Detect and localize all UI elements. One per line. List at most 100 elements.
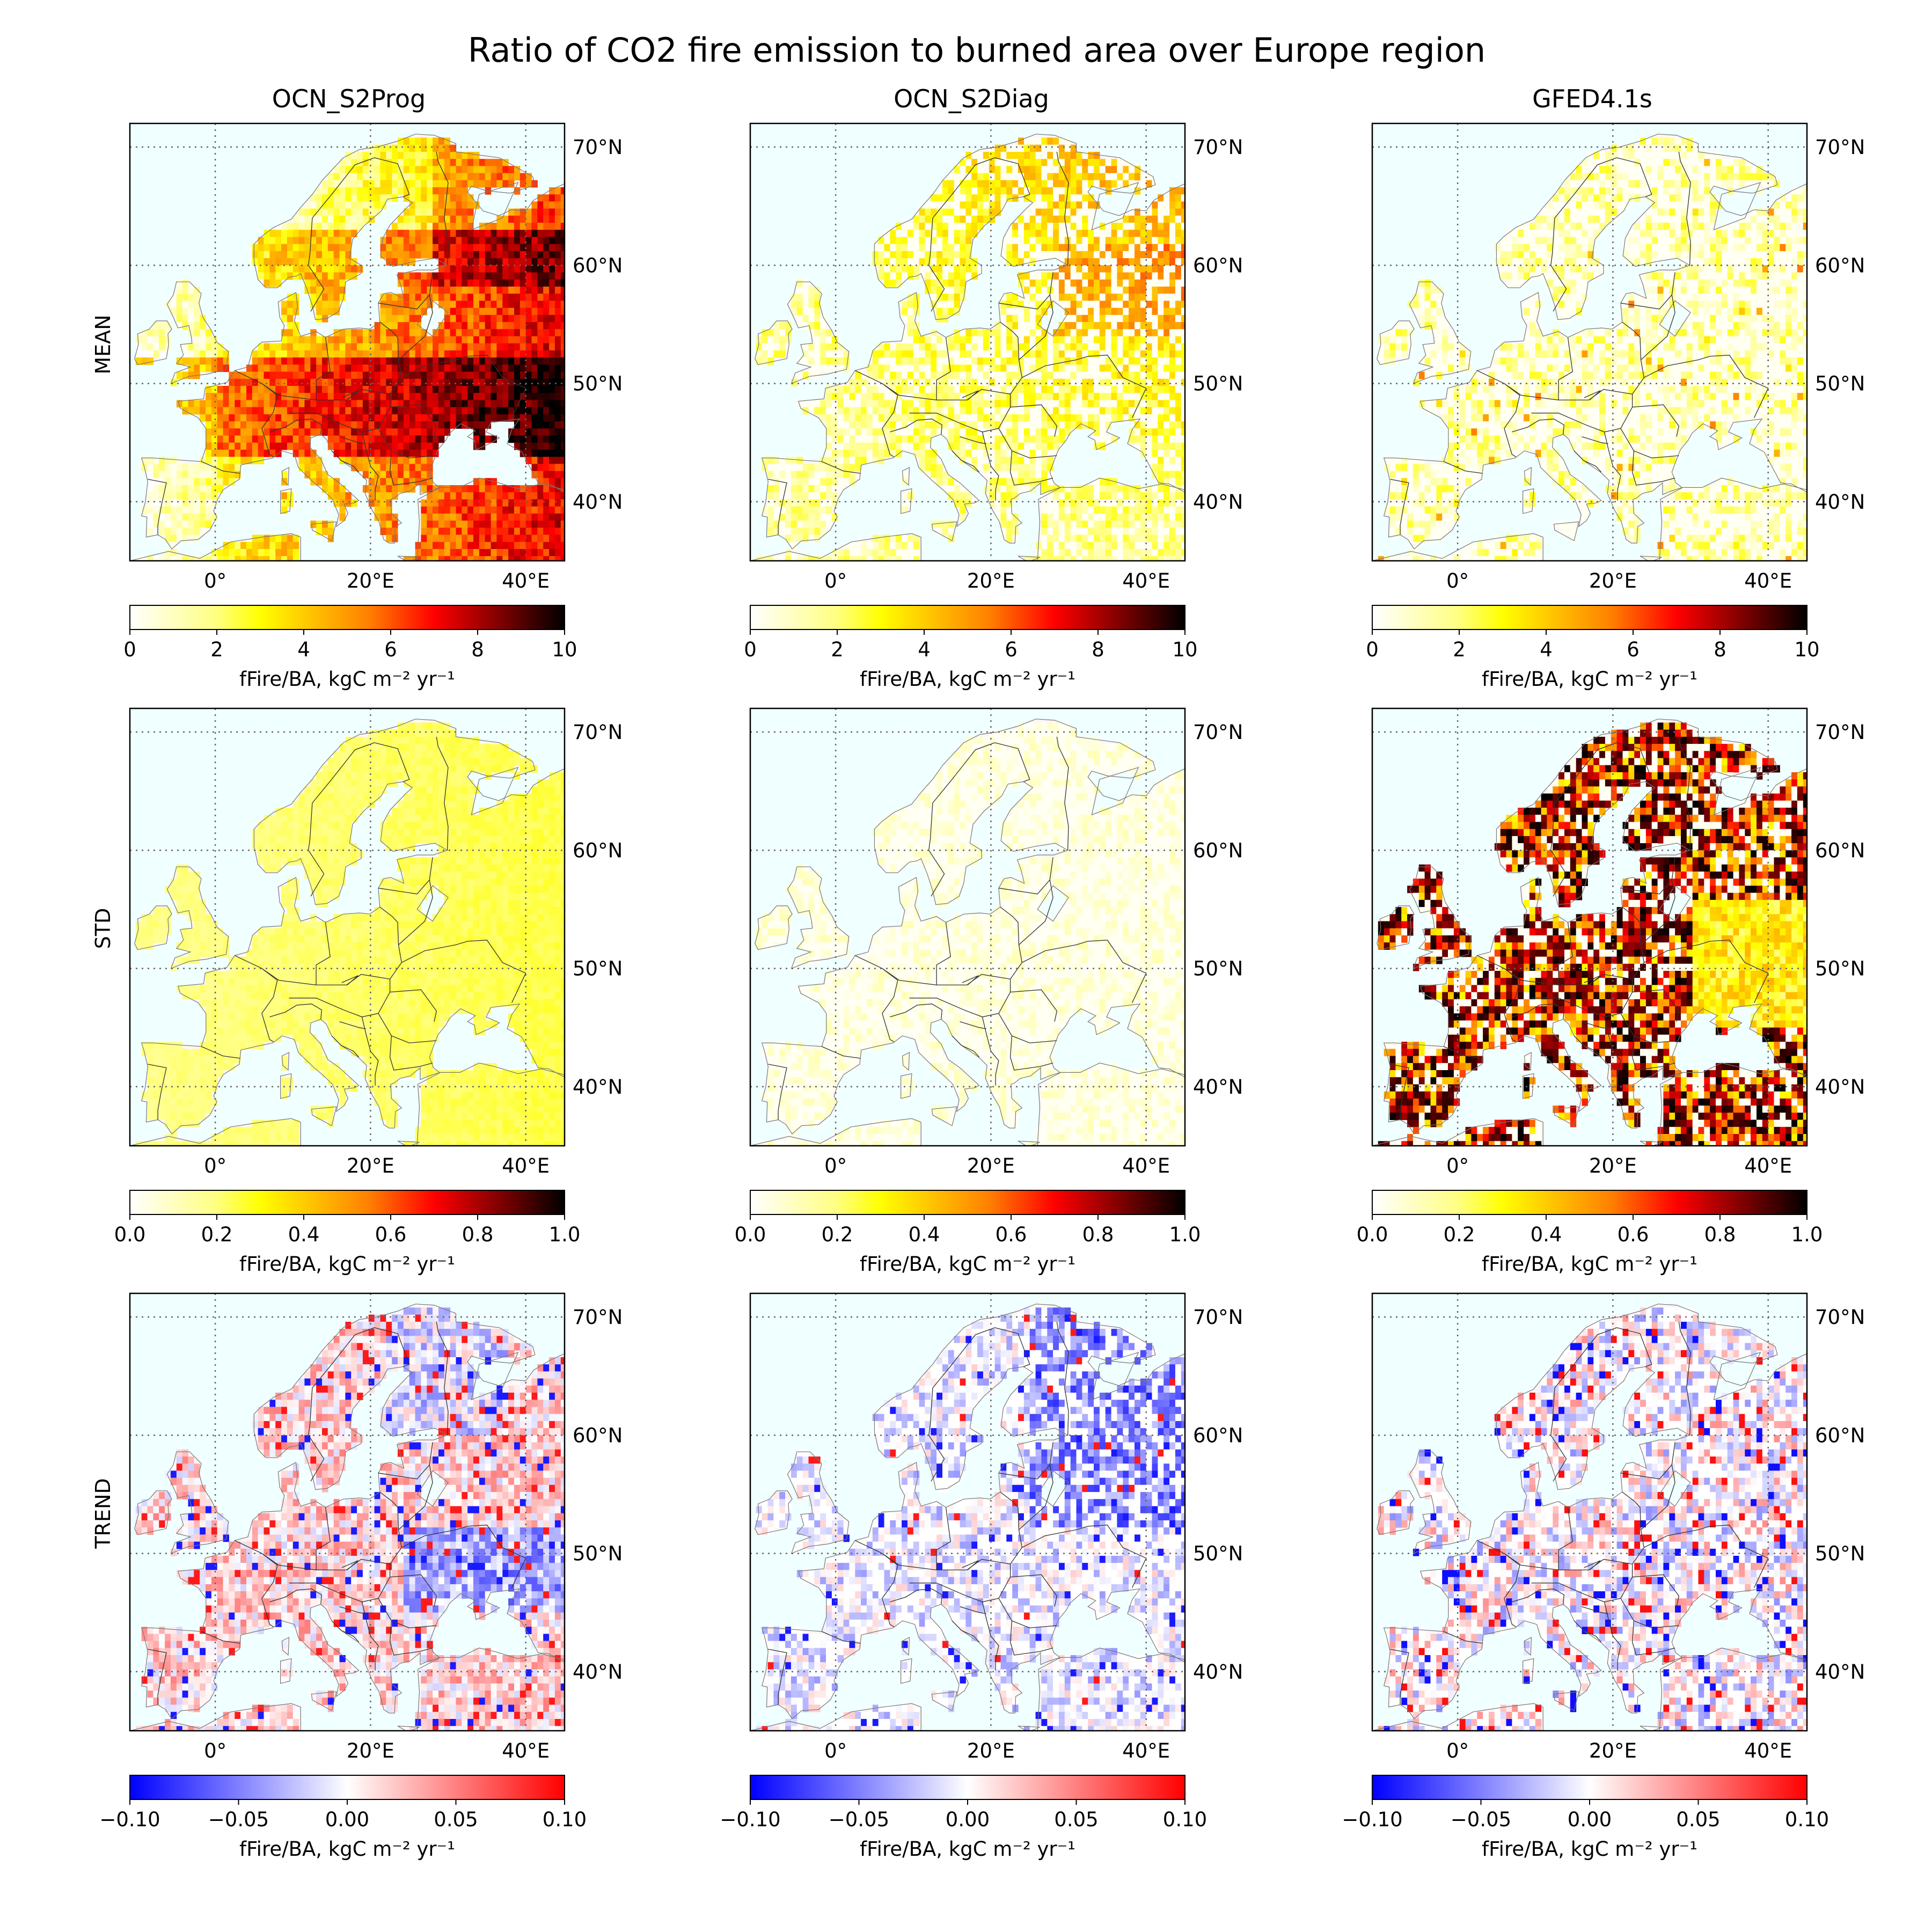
heatmap-cell xyxy=(491,364,497,372)
heatmap-cell xyxy=(519,393,526,400)
heatmap-cell xyxy=(153,343,159,351)
heatmap-cell xyxy=(514,549,521,557)
heatmap-cell xyxy=(292,251,299,259)
heatmap-cell xyxy=(467,521,474,528)
heatmap-cell xyxy=(1041,336,1048,344)
heatmap-cell xyxy=(913,294,920,301)
heatmap-cell xyxy=(1123,364,1129,372)
heatmap-cell xyxy=(1006,230,1013,237)
heatmap-cell xyxy=(948,364,955,372)
heatmap-cell xyxy=(258,535,265,543)
heatmap-cell xyxy=(1094,442,1100,450)
heatmap-cell xyxy=(1152,364,1158,372)
heatmap-cell xyxy=(560,350,565,358)
heatmap-cell xyxy=(1099,301,1106,309)
heatmap-cell xyxy=(855,457,861,464)
heatmap-cell xyxy=(398,258,404,266)
heatmap-cell xyxy=(1111,272,1117,280)
heatmap-cell xyxy=(1070,237,1077,245)
heatmap-cell xyxy=(433,442,439,450)
heatmap-cell xyxy=(415,173,421,181)
heatmap-cell xyxy=(491,251,497,259)
heatmap-cell xyxy=(1059,166,1065,174)
heatmap-cell xyxy=(374,442,380,450)
heatmap-cell xyxy=(240,414,247,422)
heatmap-cell xyxy=(444,301,451,309)
heatmap-cell xyxy=(322,265,328,273)
heatmap-cell xyxy=(403,322,410,330)
heatmap-cell xyxy=(444,201,451,209)
heatmap-cell xyxy=(925,471,931,479)
heatmap-cell xyxy=(1088,208,1094,216)
heatmap-cell xyxy=(264,364,270,372)
heatmap-cell xyxy=(508,336,515,344)
heatmap-cell xyxy=(1158,471,1164,479)
heatmap-cell xyxy=(194,471,200,479)
heatmap-cell xyxy=(977,357,984,365)
heatmap-cell xyxy=(1070,173,1077,181)
heatmap-cell xyxy=(316,478,323,486)
heatmap-cell xyxy=(1117,237,1123,245)
heatmap-cell xyxy=(960,237,966,245)
heatmap-cell xyxy=(229,464,235,472)
heatmap-cell xyxy=(965,166,972,174)
heatmap-cell xyxy=(1064,322,1071,330)
heatmap-cell xyxy=(450,159,457,166)
heatmap-cell xyxy=(537,541,544,550)
heatmap-cell xyxy=(1140,442,1147,450)
heatmap-cell xyxy=(1000,386,1007,393)
heatmap-cell xyxy=(983,435,990,443)
heatmap-cell xyxy=(386,173,392,181)
heatmap-cell xyxy=(473,400,480,408)
heatmap-cell xyxy=(543,208,550,216)
heatmap-cell xyxy=(508,521,515,528)
heatmap-cell xyxy=(560,435,565,443)
heatmap-cell xyxy=(954,414,961,422)
heatmap-cell xyxy=(802,279,809,287)
heatmap-cell xyxy=(849,421,855,429)
heatmap-cell xyxy=(304,343,311,351)
heatmap-cell xyxy=(1006,187,1013,195)
heatmap-cell xyxy=(890,251,896,259)
heatmap-cell xyxy=(1047,449,1053,457)
heatmap-cell xyxy=(223,414,229,422)
heatmap-cell xyxy=(549,513,555,521)
heatmap-cell xyxy=(1047,386,1053,393)
heatmap-cell xyxy=(1152,208,1158,216)
heatmap-cell xyxy=(1059,201,1065,209)
heatmap-cell xyxy=(925,230,931,237)
heatmap-cell xyxy=(884,449,890,457)
heatmap-cell xyxy=(983,336,990,344)
heatmap-cell xyxy=(549,528,555,536)
heatmap-cell xyxy=(258,442,265,450)
heatmap-cell xyxy=(386,464,392,472)
heatmap-cell xyxy=(896,343,902,351)
heatmap-cell xyxy=(1152,314,1158,323)
heatmap-cell xyxy=(919,223,925,230)
heatmap-cell xyxy=(1082,251,1088,259)
heatmap-cell xyxy=(264,378,270,386)
heatmap-cell xyxy=(491,244,497,252)
heatmap-cell xyxy=(170,541,177,550)
heatmap-cell xyxy=(456,343,462,351)
heatmap-cell xyxy=(292,442,299,450)
heatmap-cell xyxy=(1175,414,1182,422)
heatmap-cell xyxy=(537,435,544,443)
heatmap-cell xyxy=(896,428,902,436)
heatmap-cell xyxy=(421,159,427,166)
heatmap-cell xyxy=(427,159,433,166)
heatmap-cell xyxy=(322,528,328,536)
heatmap-cell xyxy=(438,364,445,372)
heatmap-cell xyxy=(525,414,532,422)
heatmap-cell xyxy=(954,386,961,393)
heatmap-cell xyxy=(1105,478,1112,486)
heatmap-cell xyxy=(913,223,920,230)
heatmap-cell xyxy=(931,393,937,400)
heatmap-cell xyxy=(837,421,844,429)
heatmap-cell xyxy=(1012,144,1019,152)
heatmap-cell xyxy=(954,435,961,443)
heatmap-cell xyxy=(543,400,550,408)
heatmap-cell xyxy=(537,308,544,316)
heatmap-cell xyxy=(802,400,809,408)
heatmap-cell xyxy=(537,393,544,400)
